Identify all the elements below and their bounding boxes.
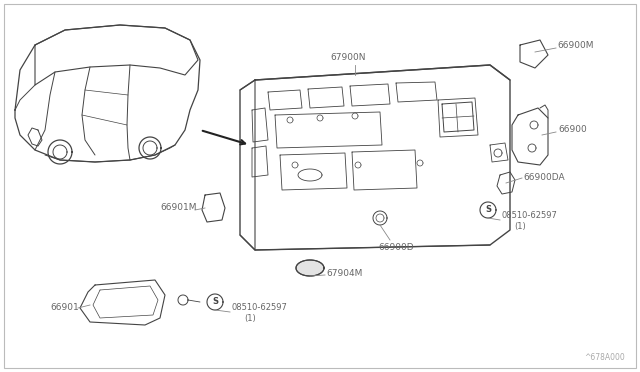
Text: 08510-62597: 08510-62597 bbox=[502, 212, 558, 221]
Text: 66900DA: 66900DA bbox=[523, 173, 564, 182]
Text: ^678A000: ^678A000 bbox=[584, 353, 625, 362]
Text: (1): (1) bbox=[244, 314, 256, 323]
Text: 66901: 66901 bbox=[50, 304, 79, 312]
Text: 67900N: 67900N bbox=[330, 54, 365, 62]
Polygon shape bbox=[296, 260, 324, 276]
Text: S: S bbox=[485, 205, 491, 215]
Text: (1): (1) bbox=[514, 221, 525, 231]
Text: S: S bbox=[212, 298, 218, 307]
Text: 66900: 66900 bbox=[558, 125, 587, 135]
Text: 66901M: 66901M bbox=[160, 203, 196, 212]
Text: 08510-62597: 08510-62597 bbox=[232, 304, 288, 312]
Text: 66900D: 66900D bbox=[378, 244, 413, 253]
Text: 66900M: 66900M bbox=[557, 42, 593, 51]
Text: 67904M: 67904M bbox=[326, 269, 362, 279]
